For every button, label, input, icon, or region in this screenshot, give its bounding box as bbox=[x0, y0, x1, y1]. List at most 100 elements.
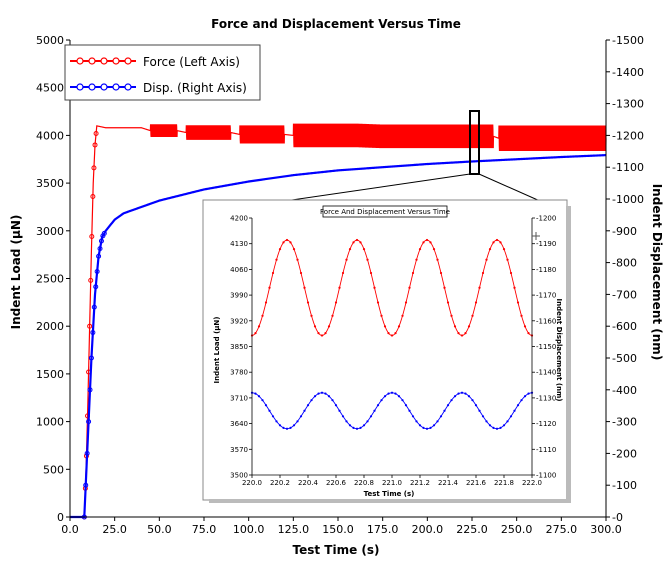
main-y-right-tick-label: -1100 bbox=[612, 161, 644, 174]
main-x-tick-label: 150.0 bbox=[322, 523, 354, 536]
force-marker bbox=[93, 130, 99, 136]
inset-disp-marker bbox=[338, 409, 341, 412]
main-y-right-tick-label: -600 bbox=[612, 320, 637, 333]
inset-disp-marker bbox=[495, 427, 499, 430]
inset-y-left-tick-label: 3920 bbox=[230, 317, 248, 325]
inset-disp-marker bbox=[436, 420, 439, 423]
main-x-axis-label: Test Time (s) bbox=[292, 543, 379, 557]
legend-force-marker bbox=[100, 57, 108, 65]
inset-y-right-tick-label: -1100 bbox=[536, 472, 556, 480]
inset-force-marker bbox=[390, 334, 394, 337]
inset-force-marker bbox=[289, 241, 292, 244]
inset-disp-marker bbox=[432, 424, 436, 427]
inset-disp-marker bbox=[254, 392, 257, 395]
inset-force-marker bbox=[338, 286, 341, 289]
inset-disp-marker bbox=[513, 409, 516, 412]
inset-force-marker bbox=[467, 325, 471, 328]
inset-disp-marker bbox=[502, 424, 506, 427]
main-y-right-tick-label: -800 bbox=[612, 257, 637, 270]
inset-disp-marker bbox=[341, 415, 345, 418]
main-y-left-axis-label: Indent Load (µN) bbox=[9, 215, 23, 330]
disp-marker bbox=[97, 246, 103, 252]
inset-disp-marker bbox=[450, 399, 453, 402]
legend-force-marker bbox=[124, 57, 132, 65]
inset-disp-marker bbox=[376, 404, 380, 407]
inset-chart: Force And Displacement Versus Time Test … bbox=[202, 199, 571, 503]
main-y-right-tick-label: -500 bbox=[612, 352, 637, 365]
inset-disp-marker bbox=[478, 409, 481, 412]
inset-y-left-axis-label: Indent Load (µN) bbox=[213, 317, 221, 384]
inset-y-right-tick-label: -1110 bbox=[536, 446, 556, 454]
inset-disp-marker bbox=[474, 404, 478, 407]
inset-disp-marker bbox=[506, 420, 509, 423]
main-title: Force and Displacement Versus Time bbox=[211, 17, 461, 31]
inset-disp-marker bbox=[275, 420, 278, 423]
inset-y-left-tick-label: 3640 bbox=[230, 420, 248, 428]
inset-force-marker bbox=[481, 271, 485, 275]
zoom-box bbox=[469, 110, 480, 175]
inset-disp-marker bbox=[411, 415, 415, 418]
main-y-right-tick-label: -400 bbox=[612, 384, 637, 397]
inset-shadow-right bbox=[566, 206, 571, 502]
inset-force-marker bbox=[408, 286, 411, 289]
inset-y-right-tick-label: -1140 bbox=[536, 369, 556, 377]
inset-shadow-bottom bbox=[209, 499, 571, 503]
inset-force-marker bbox=[320, 334, 324, 337]
inset-x-tick-label: 220.6 bbox=[326, 479, 347, 487]
inset-force-marker bbox=[275, 258, 278, 261]
inset-force-marker bbox=[359, 241, 362, 244]
inset-force-marker bbox=[348, 248, 352, 251]
main-y-left-tick-label: 4000 bbox=[36, 129, 64, 142]
inset-disp-marker bbox=[425, 427, 429, 430]
inset-force-marker bbox=[285, 238, 289, 242]
inset-force-marker bbox=[418, 248, 422, 251]
inset-x-tick-label: 221.2 bbox=[410, 479, 430, 487]
force-marker bbox=[88, 277, 94, 283]
inset-force-marker bbox=[401, 314, 404, 317]
inset-force-marker bbox=[394, 332, 397, 335]
inset-force-marker bbox=[303, 286, 306, 289]
main-x-tick-label: 50.0 bbox=[147, 523, 172, 536]
inset-force-marker bbox=[317, 332, 320, 335]
series-force-line bbox=[70, 123, 607, 518]
main-y-left-tick-label: 2000 bbox=[36, 320, 64, 333]
legend-disp-marker bbox=[88, 83, 96, 91]
inset-disp-marker bbox=[527, 392, 530, 395]
inset-disp-marker bbox=[352, 426, 355, 429]
inset-force-marker bbox=[397, 325, 401, 328]
disp-marker bbox=[98, 238, 104, 244]
inset-x-tick-label: 221.6 bbox=[466, 479, 487, 487]
main-x-tick-label: 175.0 bbox=[367, 523, 399, 536]
inset-force-marker bbox=[362, 248, 366, 251]
inset-force-marker bbox=[502, 248, 506, 251]
inset-disp-marker bbox=[362, 424, 366, 427]
inset-y-right-axis-label: Indent Displacement (nm) bbox=[555, 298, 563, 401]
inset-disp-marker bbox=[331, 399, 334, 402]
main-y-right-tick-label: -0 bbox=[612, 511, 623, 524]
main-y-right-tick-label: -100 bbox=[612, 479, 637, 492]
inset-force-marker bbox=[429, 241, 432, 244]
inset-force-marker bbox=[425, 238, 429, 242]
inset-force-marker bbox=[313, 325, 317, 328]
inset-force-marker bbox=[520, 314, 523, 317]
inset-axes-group: 220.0 220.2 220.4 220.6 220.8 221.0 221.2 221.4… bbox=[230, 215, 556, 488]
inset-force-marker bbox=[492, 241, 495, 244]
disp-marker bbox=[96, 253, 102, 259]
inset-force-marker bbox=[254, 332, 257, 335]
inset-force-marker bbox=[387, 332, 390, 335]
main-x-tick-label: 275.0 bbox=[546, 523, 578, 536]
force-marker bbox=[87, 323, 93, 329]
inset-force-marker bbox=[404, 301, 408, 304]
inset-y-left-tick-label: 3500 bbox=[230, 472, 248, 480]
inset-force-marker bbox=[352, 241, 355, 244]
inset-disp-marker bbox=[289, 426, 292, 429]
inset-series-group bbox=[250, 238, 534, 430]
inset-disp-marker bbox=[492, 426, 495, 429]
inset-y-left-tick-label: 4130 bbox=[230, 240, 248, 248]
inset-disp-marker bbox=[317, 392, 320, 395]
disp-marker bbox=[83, 482, 89, 488]
main-x-tick-label: 200.0 bbox=[412, 523, 444, 536]
inset-x-tick-label: 220.4 bbox=[298, 479, 319, 487]
inset-force-marker bbox=[516, 301, 520, 304]
disp-marker bbox=[101, 230, 107, 236]
